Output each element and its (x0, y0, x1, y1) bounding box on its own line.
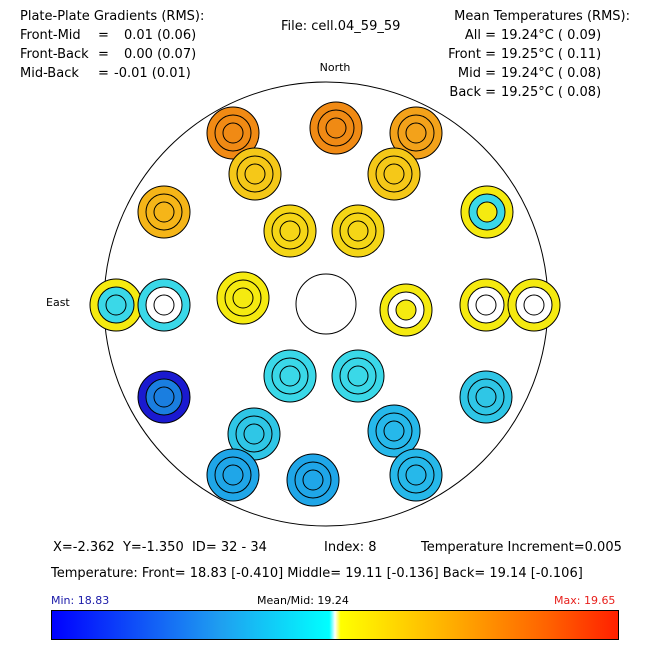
cell-k[interactable] (137, 278, 191, 332)
cell-i[interactable] (460, 185, 514, 239)
temperature-increment: Temperature Increment=0.005 (421, 540, 622, 555)
cell-ring-2 (405, 464, 427, 486)
cell-l[interactable] (216, 271, 270, 325)
cell-t[interactable] (459, 370, 513, 424)
mean-temp-mid-label: Mid = (457, 66, 496, 81)
cell-r[interactable] (286, 453, 340, 507)
east-label: East (46, 296, 70, 309)
colorbar (51, 610, 619, 640)
cell-b[interactable] (309, 101, 363, 155)
cell-ring-2 (243, 423, 265, 445)
cell-ring-2 (383, 163, 405, 185)
mean-temp-all-label: All = (464, 28, 496, 43)
cell-ring-2 (325, 117, 347, 139)
gradient-row-front-mid-eq: = (98, 28, 109, 43)
cell-q[interactable] (331, 349, 385, 403)
gradient-row-mid-back-value: -0.01 (0.01) (114, 66, 191, 81)
cell-g[interactable] (263, 204, 317, 258)
plate-map[interactable]: North East (0, 0, 650, 590)
cell-ring-2 (279, 220, 301, 242)
mean-temp-front-value: 19.25°C ( 0.11) (501, 47, 602, 62)
cell-p[interactable] (263, 349, 317, 403)
cell-w[interactable] (206, 448, 260, 502)
gradient-row-mid-back-eq: = (98, 66, 109, 81)
cell-ring-2 (222, 464, 244, 486)
gradient-row-front-back-label: Front-Back (20, 47, 89, 62)
cell-c[interactable] (389, 106, 443, 160)
mean-temp-front-label: Front = (448, 47, 496, 62)
index-label: Index: 8 (324, 540, 377, 555)
mean-temps-title: Mean Temperatures (RMS): (454, 9, 630, 24)
cell-ring-2 (475, 386, 497, 408)
cell-o[interactable] (507, 278, 561, 332)
cell-f[interactable] (137, 185, 191, 239)
cell-ring-2 (383, 420, 405, 442)
mean-temp-mid-value: 19.24°C ( 0.08) (501, 66, 602, 81)
gradient-row-front-mid-label: Front-Mid (20, 28, 81, 43)
gradients-title: Plate-Plate Gradients (RMS): (20, 9, 205, 24)
cell-ring-2 (475, 294, 497, 316)
gradient-row-mid-back-label: Mid-Back (20, 66, 79, 81)
cell-h[interactable] (331, 204, 385, 258)
cell-ring-2 (232, 287, 254, 309)
temperature-readout: Temperature: Front= 18.83 [-0.410] Middl… (51, 566, 583, 581)
gradient-row-front-mid-value: 0.01 (0.06) (124, 28, 197, 43)
cell-ring-2 (395, 299, 417, 321)
center-hole (295, 273, 357, 335)
cell-x[interactable] (389, 448, 443, 502)
cell-ring-2 (153, 294, 175, 316)
cell-e[interactable] (367, 147, 421, 201)
cell-ring-2 (476, 201, 498, 223)
colorbar-max-label: Max: 19.65 (554, 594, 616, 607)
cursor-readout: X=-2.362 Y=-1.350 ID= 32 - 34 (53, 540, 267, 555)
cell-s[interactable] (137, 370, 191, 424)
mean-temp-all-value: 19.24°C ( 0.09) (501, 28, 602, 43)
colorbar-min-label: Min: 18.83 (51, 594, 110, 607)
cell-ring-2 (222, 122, 244, 144)
cell-m[interactable] (379, 283, 433, 337)
cell-ring-2 (153, 386, 175, 408)
gradient-row-front-back-value: 0.00 (0.07) (124, 47, 197, 62)
mean-temp-back-value: 19.25°C ( 0.08) (501, 85, 602, 100)
cell-ring-2 (105, 294, 127, 316)
cell-u[interactable] (227, 407, 281, 461)
cell-ring-2 (244, 163, 266, 185)
cell-n[interactable] (459, 278, 513, 332)
cell-a[interactable] (206, 106, 260, 160)
file-label: File: cell.04_59_59 (281, 19, 401, 34)
cell-ring-2 (153, 201, 175, 223)
gradient-row-front-back-eq: = (98, 47, 109, 62)
cell-ring-2 (279, 365, 301, 387)
cell-ring-2 (302, 469, 324, 491)
mean-temp-back-label: Back = (449, 85, 496, 100)
north-label: North (320, 61, 351, 74)
cell-ring-2 (405, 122, 427, 144)
colorbar-mean-label: Mean/Mid: 19.24 (257, 594, 349, 607)
cell-ring-2 (347, 220, 369, 242)
cell-ring-2 (347, 365, 369, 387)
cell-d[interactable] (228, 147, 282, 201)
cell-v[interactable] (367, 404, 421, 458)
cell-j[interactable] (89, 278, 143, 332)
cell-ring-2 (523, 294, 545, 316)
